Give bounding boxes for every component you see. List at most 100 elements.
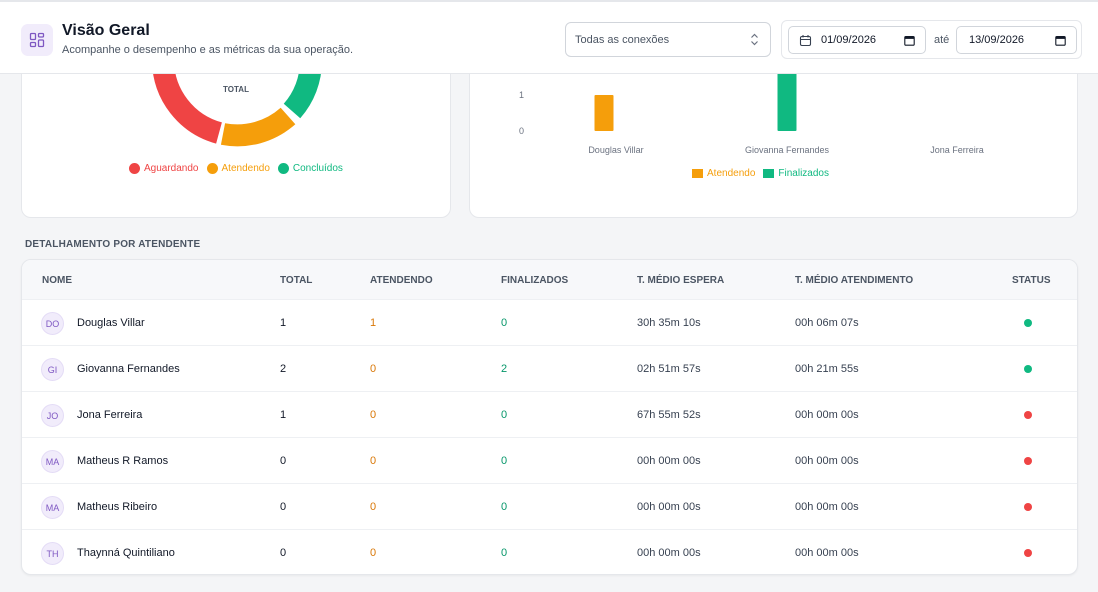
cell-atendendo: 0 xyxy=(370,455,377,467)
cell-tempo-atendimento: 00h 00m 00s xyxy=(795,501,859,513)
legend-label: Concluídos xyxy=(292,163,343,174)
legend-concluidos[interactable]: Concluídos xyxy=(277,163,343,174)
attendant-bar-card: 1 0 Douglas Villar Giovanna Fernandes Jo… xyxy=(469,60,1078,218)
th-status[interactable]: STATUS xyxy=(1012,275,1051,286)
status-indicator xyxy=(1024,457,1032,465)
bar-finalizados-1[interactable] xyxy=(777,61,797,131)
legend-swatch xyxy=(692,169,703,178)
donut-center-label: TOTAL xyxy=(223,85,249,94)
cell-atendendo: 0 xyxy=(370,409,377,421)
date-separator: até xyxy=(934,34,950,46)
attendant-name: Jona Ferreira xyxy=(77,409,143,421)
cell-tempo-atendimento: 00h 00m 00s xyxy=(795,455,859,467)
calendar-picker-icon[interactable] xyxy=(904,35,915,49)
y-tick-1: 1 xyxy=(519,90,525,100)
cell-atendendo: 0 xyxy=(370,363,377,375)
table-row[interactable]: DO Douglas Villar 1 1 0 30h 35m 10s 00h 06m 07… xyxy=(22,300,1077,346)
cell-tempo-atendimento: 00h 00m 00s xyxy=(795,409,859,421)
cell-tempo-espera: 02h 51m 57s xyxy=(637,363,701,375)
connection-select[interactable]: Todas as conexões xyxy=(565,22,771,57)
status-indicator xyxy=(1024,365,1032,373)
cell-tempo-espera: 30h 35m 10s xyxy=(637,317,701,329)
cell-tempo-atendimento: 00h 21m 55s xyxy=(795,363,859,375)
th-finalizados[interactable]: FINALIZADOS xyxy=(501,275,569,286)
donut-ring xyxy=(152,61,322,147)
attendant-detail-section: DETALHAMENTO POR ATENDENTE NOME TOTAL AT… xyxy=(21,232,1078,577)
attendant-name: Thaynná Quintiliano xyxy=(77,547,175,559)
attendant-name: Douglas Villar xyxy=(77,317,145,329)
legend-dot xyxy=(129,163,140,174)
legend-label: Atendendo xyxy=(707,168,756,179)
cell-finalizados: 0 xyxy=(501,409,508,421)
cell-tempo-espera: 00h 00m 00s xyxy=(637,455,701,467)
cell-finalizados: 0 xyxy=(501,547,508,559)
page-subtitle: Acompanhe o desempenho e as métricas da … xyxy=(62,44,354,56)
table-header: NOME TOTAL ATENDENDO FINALIZADOS T. MÉDI… xyxy=(22,260,1077,300)
bar-atendendo-0[interactable] xyxy=(594,95,614,131)
cell-atendendo: 0 xyxy=(370,501,377,513)
date-from-input[interactable]: 01/09/2026 xyxy=(788,26,926,54)
avatar: GI xyxy=(41,358,64,381)
th-atendimento[interactable]: T. MÉDIO ATENDIMENTO xyxy=(795,275,914,286)
section-title: DETALHAMENTO POR ATENDENTE xyxy=(25,239,201,250)
date-to-value: 13/09/2026 xyxy=(969,34,1025,46)
date-range-picker: 01/09/2026 até 13/09/2026 xyxy=(781,20,1082,59)
date-from-value: 01/09/2026 xyxy=(821,34,877,46)
table-row[interactable]: GI Giovanna Fernandes 2 0 2 02h 51m 57s 00h 21… xyxy=(22,346,1077,392)
cell-atendendo: 0 xyxy=(370,547,377,559)
table-row[interactable]: JO Jona Ferreira 1 0 0 67h 55m 52s 00h 00m 00s xyxy=(22,392,1077,438)
th-total[interactable]: TOTAL xyxy=(280,275,313,286)
attendant-name: Giovanna Fernandes xyxy=(77,363,180,375)
legend-label: Aguardando xyxy=(144,163,199,174)
legend-dot xyxy=(277,163,289,174)
th-nome[interactable]: NOME xyxy=(42,275,72,286)
donut-legend: Aguardando Atendendo Concluídos xyxy=(129,163,351,174)
cell-total: 0 xyxy=(280,455,287,467)
date-to-input[interactable]: 13/09/2026 xyxy=(956,26,1077,54)
page-title: Visão Geral xyxy=(62,22,150,39)
connection-select-value: Todas as conexões xyxy=(575,33,670,46)
avatar: MA xyxy=(41,496,64,519)
th-espera[interactable]: T. MÉDIO ESPERA xyxy=(637,275,725,286)
cell-total: 0 xyxy=(280,501,287,513)
th-atendendo[interactable]: ATENDENDO xyxy=(370,275,433,286)
calendar-picker-icon[interactable] xyxy=(1055,35,1066,49)
x-label-giovanna: Giovanna Fernandes xyxy=(744,145,830,155)
avatar: MA xyxy=(41,450,64,473)
cell-finalizados: 2 xyxy=(501,363,508,375)
cell-finalizados: 0 xyxy=(501,501,508,513)
legend-label: Atendendo xyxy=(221,163,270,174)
legend-atendendo[interactable]: Atendendo xyxy=(692,168,755,179)
cell-total: 2 xyxy=(280,363,287,375)
chevron-up-down-icon xyxy=(750,33,759,49)
cell-tempo-atendimento: 00h 06m 07s xyxy=(795,317,859,329)
cell-finalizados: 0 xyxy=(501,455,508,467)
attendant-table: NOME TOTAL ATENDENDO FINALIZADOS T. MÉDI… xyxy=(21,259,1078,575)
cell-finalizados: 0 xyxy=(501,317,508,329)
attendant-bar-chart xyxy=(594,61,797,131)
x-label-douglas: Douglas Villar xyxy=(588,145,644,155)
cell-tempo-espera: 00h 00m 00s xyxy=(637,501,701,513)
legend-finalizados[interactable]: Finalizados xyxy=(763,168,829,179)
bar-legend: Atendendo Finalizados xyxy=(692,168,837,179)
legend-atendendo[interactable]: Atendendo xyxy=(206,163,270,174)
table-row[interactable]: MA Matheus R Ramos 0 0 0 00h 00m 00s 00h 00m 0… xyxy=(22,438,1077,484)
status-donut-card: 30 TOTAL Aguardando Atendendo Concluídos xyxy=(21,49,451,218)
cell-tempo-espera: 00h 00m 00s xyxy=(637,547,701,559)
attendant-name: Matheus R Ramos xyxy=(77,455,169,467)
legend-aguardando[interactable]: Aguardando xyxy=(129,163,199,174)
page-header: Visão Geral Acompanhe o desempenho e as … xyxy=(0,0,1098,74)
status-indicator xyxy=(1024,411,1032,419)
cell-tempo-atendimento: 00h 00m 00s xyxy=(795,547,859,559)
cell-total: 1 xyxy=(280,409,287,421)
avatar: TH xyxy=(41,542,64,565)
cell-total: 0 xyxy=(280,547,287,559)
x-label-jona: Jona Ferreira xyxy=(930,145,984,155)
legend-dot xyxy=(206,163,218,174)
table-row[interactable]: TH Thaynná Quintiliano 0 0 0 00h 00m 00s 00h 0… xyxy=(22,530,1077,574)
y-tick-0: 0 xyxy=(519,126,525,136)
dashboard-icon xyxy=(21,24,53,56)
table-row[interactable]: MA Matheus Ribeiro 0 0 0 00h 00m 00s 00h 00m 0… xyxy=(22,484,1077,530)
calendar-icon xyxy=(799,34,812,50)
cell-total: 1 xyxy=(280,317,287,329)
